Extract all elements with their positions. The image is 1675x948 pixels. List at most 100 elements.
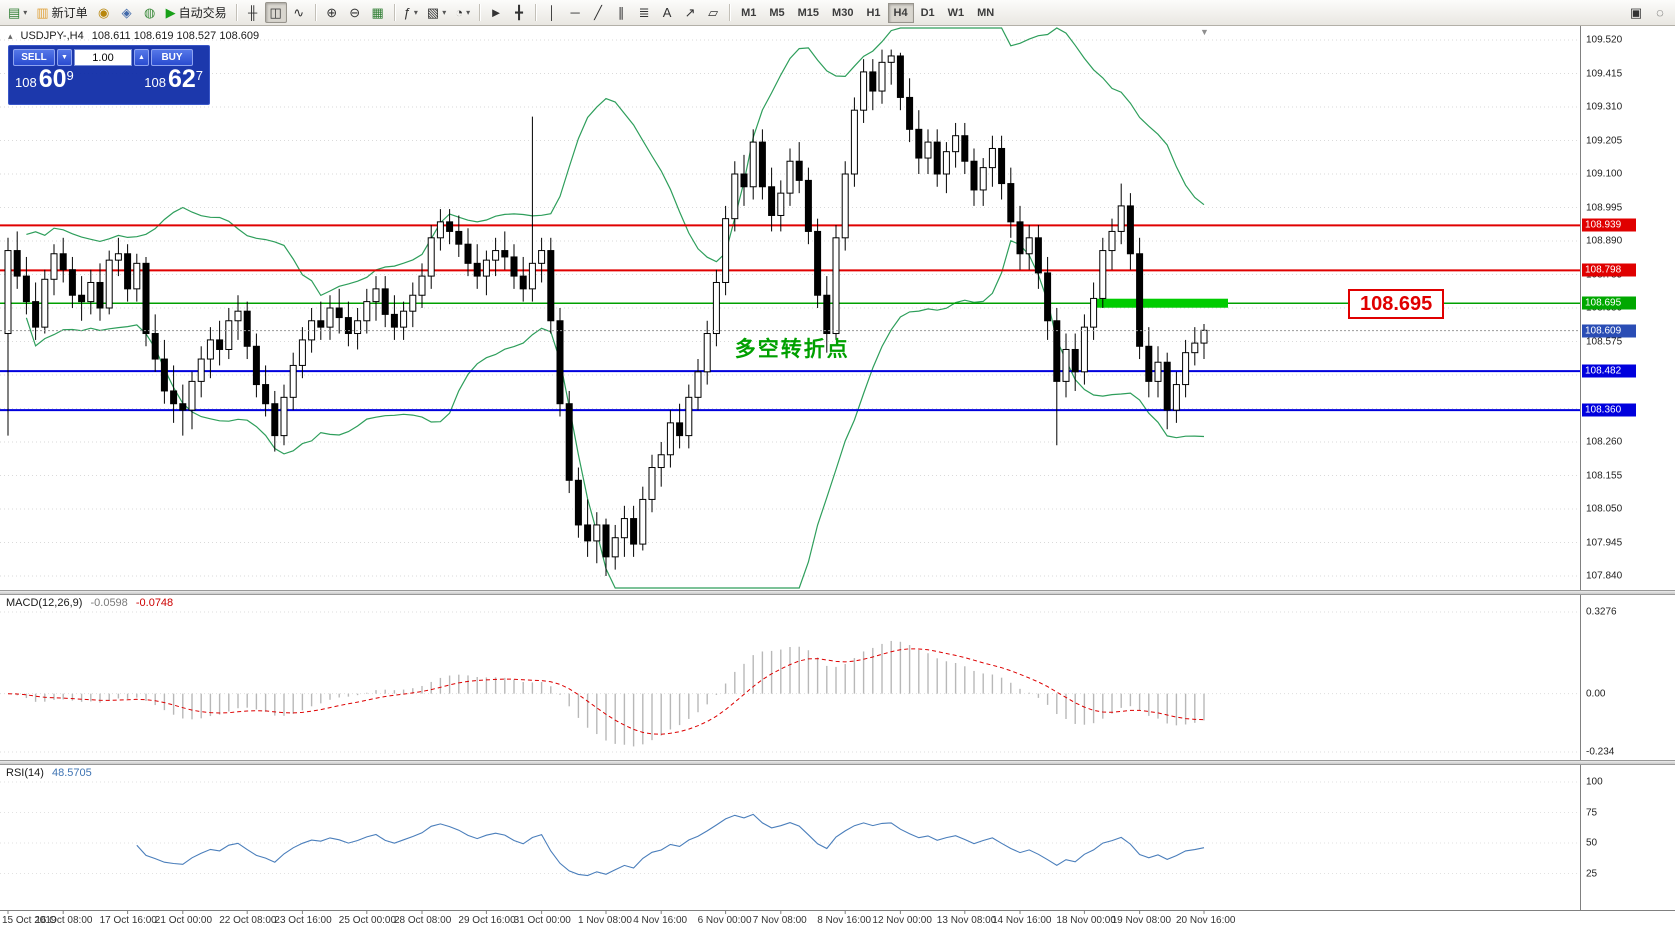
macd-histogram <box>16 640 1205 747</box>
horizontal-line-icon: ─ <box>570 5 580 20</box>
navigator-icon: ◈ <box>121 5 132 20</box>
toolbar-right-group: ▣ ◌ <box>1625 2 1671 23</box>
volume-input[interactable] <box>74 49 132 66</box>
time-axis-label: 15 Oct 2019 <box>2 915 57 926</box>
chart-title: ▴ USDJPY-,H4 108.611 108.619 108.527 108… <box>8 30 259 42</box>
candlestick-chart-icon[interactable]: ◫ <box>264 2 287 23</box>
toolbar-separator <box>479 4 481 21</box>
timeframe-button-h1[interactable]: H1 <box>860 3 886 23</box>
indicators-icon: ƒ <box>403 5 411 20</box>
timeframe-button-h4[interactable]: H4 <box>887 2 914 23</box>
new-order-icon: ▥ <box>36 5 49 20</box>
tile-windows-icon[interactable]: ▦ <box>367 2 389 23</box>
time-axis-label: 28 Oct 08:00 <box>394 915 452 926</box>
trendline-icon[interactable]: ╱ <box>587 2 609 23</box>
time-axis[interactable]: 15 Oct 2019 16 Oct 08:00 17 Oct 16:00 21 Oc… <box>0 910 1675 948</box>
shapes-icon[interactable]: ▱ <box>702 2 724 23</box>
symbol-timeframe-label: USDJPY-,H4 <box>20 30 84 42</box>
line-chart-icon[interactable]: ∿ <box>288 2 310 23</box>
terminal-icon: ◍ <box>143 5 156 20</box>
highlight-segment[interactable] <box>1093 298 1228 308</box>
chevron-up-icon: ▲ <box>138 54 145 61</box>
time-axis-label: 4 Nov 16:00 <box>633 915 688 926</box>
timeframe-button-m30[interactable]: M30 <box>826 3 859 23</box>
cursor-icon[interactable]: ► <box>485 2 507 23</box>
time-axis-label: 22 Oct 08:00 <box>219 915 277 926</box>
arrow-tools-icon: ↗ <box>684 5 696 20</box>
time-axis-label: 23 Oct 16:00 <box>274 915 332 926</box>
market-watch-icon: ◉ <box>97 5 110 20</box>
timeframe-button-mn[interactable]: MN <box>971 3 1000 23</box>
help-icon: ◌ <box>1656 5 1664 20</box>
horizontal-line-icon[interactable]: ─ <box>564 2 586 23</box>
timeframe-button-w1[interactable]: W1 <box>942 3 971 23</box>
window-list-icon[interactable]: ▣ <box>1625 2 1647 23</box>
crosshair-icon: ╋ <box>515 5 523 20</box>
bollinger-lower-band[interactable] <box>25 239 1205 589</box>
navigator-icon[interactable]: ◈ <box>116 2 138 23</box>
time-axis-label: 19 Nov 08:00 <box>1111 915 1172 926</box>
time-axis-label: 8 Nov 16:00 <box>817 915 872 926</box>
zoom-in-icon[interactable]: ⊕ <box>321 2 343 23</box>
time-axis-label: 6 Nov 00:00 <box>697 915 752 926</box>
price-callout-label[interactable]: 108.695 <box>1348 289 1445 320</box>
time-axis-label: 20 Nov 16:00 <box>1176 915 1236 926</box>
panel-splitter[interactable] <box>0 760 1675 765</box>
line-chart-icon: ∿ <box>293 5 305 20</box>
time-axis-label: 13 Nov 08:00 <box>936 915 997 926</box>
time-axis-label: 12 Nov 00:00 <box>872 915 932 926</box>
timeframe-button-m5[interactable]: M5 <box>763 3 790 23</box>
new-chart-icon[interactable]: ▤ ▾ <box>4 2 31 23</box>
chart-shift-marker-icon[interactable]: ▼ <box>1200 27 1209 37</box>
timeframe-button-m1[interactable]: M1 <box>735 3 762 23</box>
time-axis-label: 29 Oct 16:00 <box>458 915 516 926</box>
strategy-tester-icon: ◔ <box>455 5 464 20</box>
candles-layer[interactable] <box>4 49 1208 576</box>
macd-label: MACD(12,26,9) -0.0598 -0.0748 <box>6 597 174 609</box>
cursor-icon: ► <box>489 5 503 20</box>
channel-icon: ∥ <box>617 5 625 20</box>
time-axis-label: 1 Nov 08:00 <box>578 915 632 926</box>
tile-windows-icon: ▦ <box>371 5 384 20</box>
new-order-button[interactable]: ▥ 新订单 <box>32 2 91 23</box>
templates-icon: ▧ <box>426 5 440 20</box>
crosshair-icon[interactable]: ╋ <box>508 2 530 23</box>
bollinger-upper-band[interactable] <box>26 27 1205 297</box>
time-axis-label: 25 Oct 00:00 <box>338 915 397 926</box>
templates-icon[interactable]: ▧ ▾ <box>423 2 450 23</box>
terminal-icon[interactable]: ◍ <box>139 2 161 23</box>
toolbar-separator <box>535 4 537 21</box>
fibonacci-icon[interactable]: ≣ <box>633 2 655 23</box>
toolbar-separator <box>235 4 237 21</box>
auto-trading-button[interactable]: ▶ 自动交易 <box>162 2 231 23</box>
window-list-icon: ▣ <box>1629 5 1643 20</box>
panel-splitter[interactable] <box>0 590 1675 595</box>
trade-options-dropdown[interactable]: ▼ <box>57 49 72 66</box>
strategy-tester-icon[interactable]: ◔ ▾ <box>451 2 474 23</box>
sell-price[interactable]: 108 60 9 <box>15 65 74 93</box>
chevron-down-icon: ▾ <box>413 8 418 17</box>
sell-button[interactable]: SELL <box>13 49 55 66</box>
volume-stepper-up[interactable]: ▲ <box>134 49 149 66</box>
chart-annotation-text[interactable]: 多空转折点 <box>734 338 850 362</box>
new-order-button-label: 新订单 <box>51 6 88 20</box>
help-icon[interactable]: ◌ <box>1649 2 1671 23</box>
text-label-icon[interactable]: A <box>656 2 678 23</box>
timeframe-button-d1[interactable]: D1 <box>915 3 941 23</box>
market-watch-icon[interactable]: ◉ <box>93 2 115 23</box>
buy-button[interactable]: BUY <box>151 49 193 66</box>
bar-chart-icon: ╫ <box>248 5 258 20</box>
zoom-out-icon[interactable]: ⊖ <box>344 2 366 23</box>
bar-chart-icon[interactable]: ╫ <box>242 2 264 23</box>
rsi-line <box>136 813 1205 877</box>
time-axis-label: 21 Oct 00:00 <box>154 915 213 926</box>
indicators-icon[interactable]: ƒ ▾ <box>400 2 422 23</box>
channel-icon[interactable]: ∥ <box>610 2 632 23</box>
buy-price[interactable]: 108 62 7 <box>144 65 203 93</box>
vertical-line-icon[interactable]: │ <box>541 2 563 23</box>
time-axis-label: 31 Oct 00:00 <box>513 915 571 926</box>
auto-trading-icon: ▶ <box>165 5 176 20</box>
timeframe-button-m15[interactable]: M15 <box>792 3 825 23</box>
arrow-tools-icon[interactable]: ↗ <box>679 2 701 23</box>
